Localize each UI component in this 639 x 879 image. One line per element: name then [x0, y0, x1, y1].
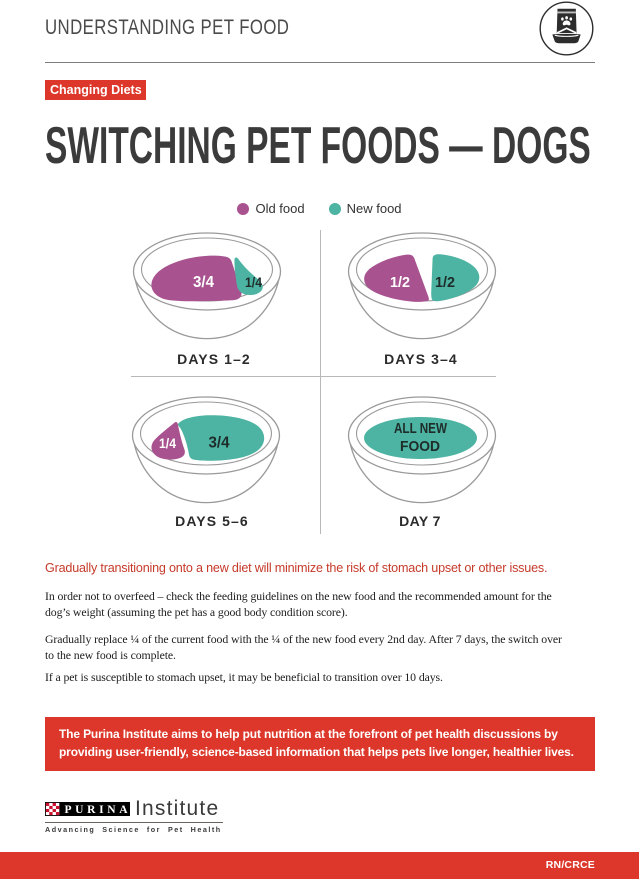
svg-text:1/2: 1/2: [390, 274, 410, 291]
svg-text:1/4: 1/4: [159, 436, 176, 451]
svg-text:3/4: 3/4: [209, 435, 230, 452]
svg-text:FOOD: FOOD: [400, 438, 440, 455]
svg-text:ALL NEW: ALL NEW: [394, 420, 448, 437]
svg-text:1/2: 1/2: [435, 274, 455, 291]
svg-text:1/4: 1/4: [245, 275, 262, 290]
svg-text:3/4: 3/4: [193, 274, 214, 291]
